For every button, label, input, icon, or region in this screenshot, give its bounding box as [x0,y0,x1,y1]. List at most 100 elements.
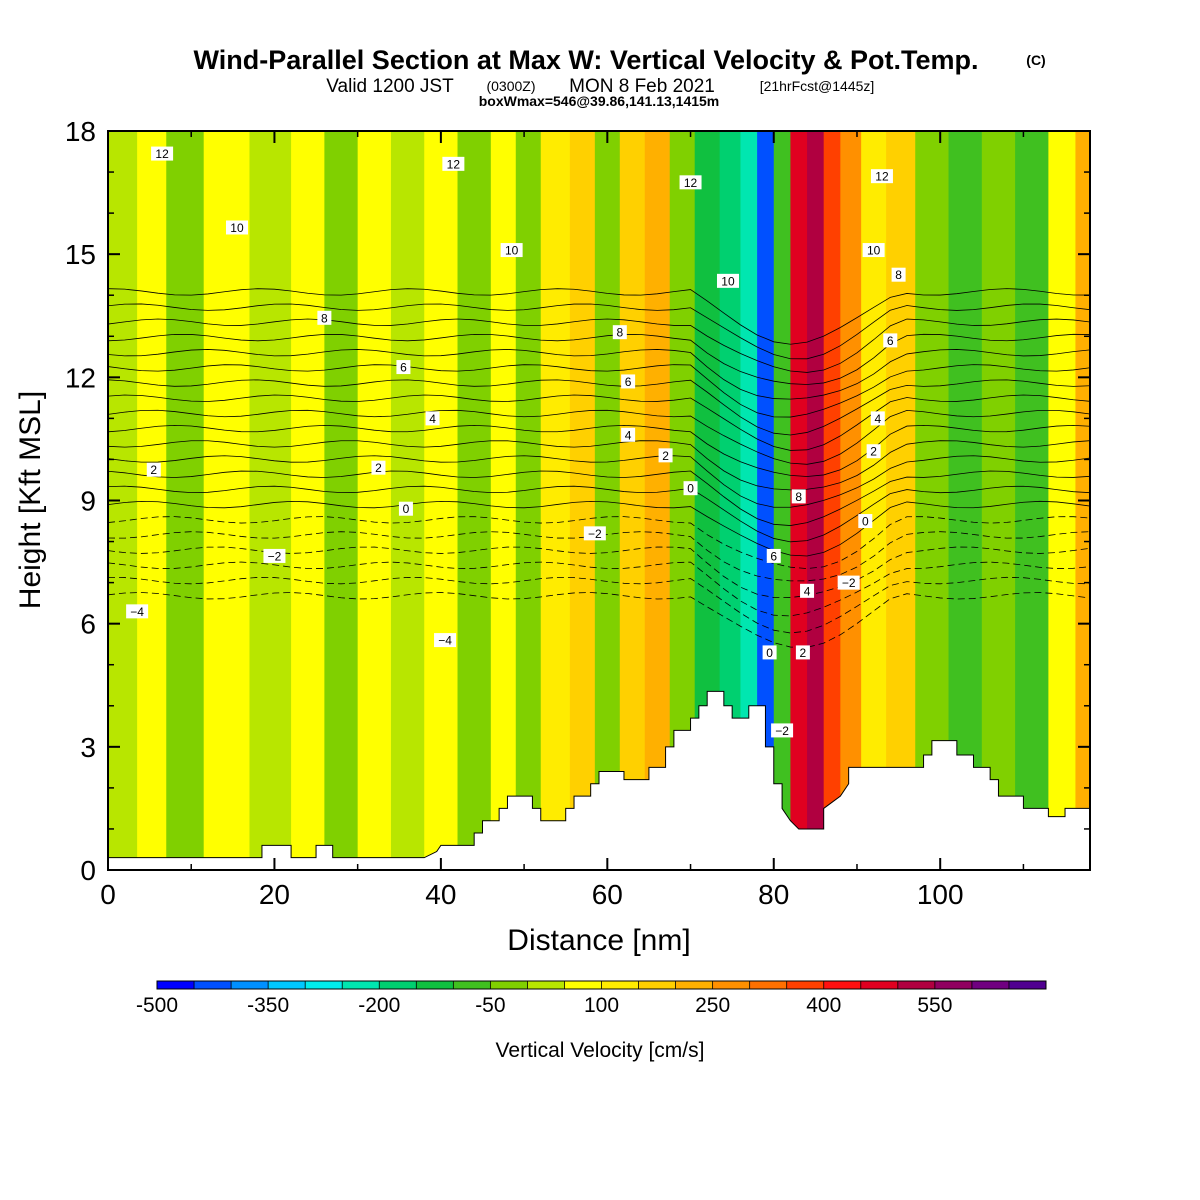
svg-text:10: 10 [867,244,881,258]
svg-text:6: 6 [400,361,407,375]
plot-area: 12 10 8 6 4 2 2 0 −2 −4 −4 12 10 8 6 4 2 0 −2 12 10 12 10 8 6 4 2 0… [108,131,1090,870]
y-axis-label: Height [Kft MSL] [14,391,47,609]
svg-text:8: 8 [895,268,902,282]
forecast-info: [21hrFcst@1445z] [760,78,875,94]
svg-text:4: 4 [429,412,436,426]
svg-text:6: 6 [770,549,777,563]
svg-text:4: 4 [874,412,881,426]
svg-text:2: 2 [800,646,807,660]
isotherm-label: −2 [837,575,860,590]
valid-time-subtitle: Valid 1200 JST (0300Z) MON 8 Feb 2021 [2… [326,76,874,97]
svg-text:0: 0 [862,515,869,529]
velocity-column [291,131,325,870]
velocity-column [823,131,841,870]
velocity-column [137,131,167,870]
colorbar-swatch [268,981,306,989]
svg-text:−4: −4 [438,634,452,648]
svg-text:4: 4 [804,584,811,598]
svg-text:−2: −2 [268,549,282,563]
velocity-column [1015,131,1049,870]
isotherm-label: 10 [225,220,248,235]
isotherm-line [108,394,1090,451]
svg-text:−2: −2 [842,576,856,590]
colorbar-swatch [157,981,195,989]
colorbar-label: -50 [475,994,505,1017]
y-tick-label: 3 [80,732,96,763]
velocity-column [357,131,392,870]
svg-text:10: 10 [721,274,735,288]
colorbar-swatch [453,981,491,989]
x-tick-label: 0 [100,879,116,910]
colorbar-swatch [897,981,936,989]
svg-text:12: 12 [684,176,698,190]
colorbar-swatch [231,981,269,989]
velocity-column [719,131,741,870]
x-tick-label: 100 [917,879,964,910]
velocity-column [515,131,542,870]
colorbar-swatch [971,981,1010,989]
isotherm-label: 12 [442,156,465,171]
isotherm-label: −2 [263,548,286,563]
velocity-column [540,131,571,870]
velocity-column [807,131,825,870]
isotherm-line [108,561,1090,617]
y-tick-label: 0 [80,855,96,886]
isotherm-label: 0 [762,645,777,660]
svg-text:−4: −4 [130,605,144,619]
velocity-column [203,131,250,870]
velocity-column [773,131,791,870]
svg-text:2: 2 [662,449,669,463]
valid-date: MON 8 Feb 2021 [569,76,715,97]
y-tick-label: 18 [65,116,96,147]
svg-text:0: 0 [687,482,694,496]
isotherm-line [108,576,1090,634]
isotherm-line [108,409,1090,465]
isotherm-line [108,303,1090,360]
isotherm-label: −4 [126,604,149,619]
colorbar-label: -350 [247,994,289,1017]
isotherm-label: −2 [583,526,606,541]
svg-text:12: 12 [875,170,889,184]
isotherm-label: 4 [870,411,885,426]
copyright-mark: (C) [1026,52,1045,68]
isotherm-line [108,288,1090,345]
isotherm-label: 0 [683,481,698,496]
velocity-column [757,131,775,870]
svg-text:10: 10 [230,221,244,235]
colorbar-label: 550 [917,994,952,1017]
colorbar-swatch [305,981,343,989]
svg-text:8: 8 [616,326,623,340]
colorbar-label: 100 [584,994,619,1017]
colorbar-swatch [527,981,565,989]
isotherm-label: 10 [500,243,523,258]
velocity-field [108,131,1090,870]
colorbar-swatch [601,981,639,989]
colorbar-swatch [194,981,232,989]
x-axis-label: Distance [nm] [507,924,690,957]
y-tick-label: 9 [80,486,96,517]
colorbar-title: Vertical Velocity [cm/s] [496,1039,705,1062]
y-tick-label: 6 [80,609,96,640]
colorbar-swatch [712,981,750,989]
isotherm-line [108,379,1090,436]
isotherm-label: 2 [866,444,881,459]
velocity-column [1048,131,1076,870]
colorbar-swatch [934,981,973,989]
isotherm-line [108,440,1090,491]
colorbar-swatch [860,981,899,989]
isotherm-label: 12 [151,146,174,161]
valid-prefix: Valid 1200 JST [326,76,454,97]
svg-text:10: 10 [505,244,519,258]
svg-text:−2: −2 [775,724,789,738]
colorbar-label: 250 [695,994,730,1017]
isotherm-labels: 12 10 8 6 4 2 2 0 −2 −4 −4 12 10 8 6 4 2 0 −2 12 10 12 10 8 6 4 2 0… [126,146,906,738]
isotherm-line [108,424,1090,477]
isotherm-label: 6 [396,360,411,375]
isotherm-label: 6 [883,333,898,348]
isotherm-label: −4 [434,633,457,648]
isotherm-label: 8 [891,267,906,282]
isotherm-label: 2 [371,460,386,475]
colorbar-swatch [675,981,713,989]
colorbar-label: -500 [136,994,178,1017]
